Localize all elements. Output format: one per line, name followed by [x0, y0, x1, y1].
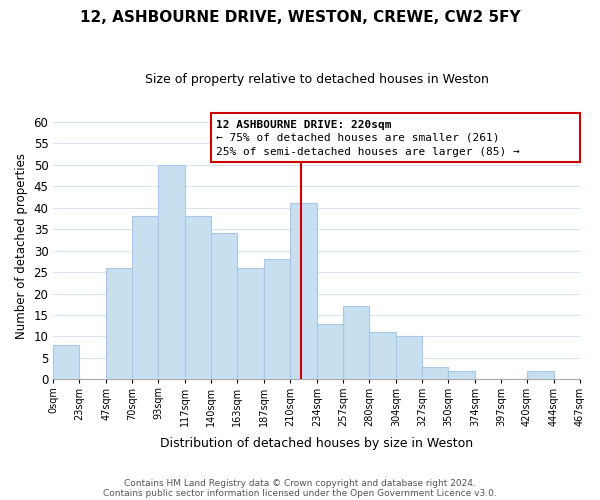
Bar [369, 332, 396, 380]
Title: Size of property relative to detached houses in Weston: Size of property relative to detached ho… [145, 72, 488, 86]
Y-axis label: Number of detached properties: Number of detached properties [15, 153, 28, 339]
Bar [422, 366, 448, 380]
Bar [343, 306, 369, 380]
Bar [106, 268, 132, 380]
Text: Contains HM Land Registry data © Crown copyright and database right 2024.: Contains HM Land Registry data © Crown c… [124, 478, 476, 488]
Bar [396, 336, 422, 380]
Text: 12 ASHBOURNE DRIVE: 220sqm: 12 ASHBOURNE DRIVE: 220sqm [216, 120, 391, 130]
Bar [211, 234, 237, 380]
Bar [237, 268, 264, 380]
X-axis label: Distribution of detached houses by size in Weston: Distribution of detached houses by size … [160, 437, 473, 450]
Bar [448, 371, 475, 380]
Bar [317, 324, 343, 380]
FancyBboxPatch shape [211, 113, 580, 162]
Bar [53, 345, 79, 380]
Bar [527, 371, 554, 380]
Text: ← 75% of detached houses are smaller (261): ← 75% of detached houses are smaller (26… [216, 132, 499, 142]
Bar [132, 216, 158, 380]
Bar [185, 216, 211, 380]
Bar [290, 204, 317, 380]
Bar [264, 259, 290, 380]
Bar [158, 164, 185, 380]
Text: 12, ASHBOURNE DRIVE, WESTON, CREWE, CW2 5FY: 12, ASHBOURNE DRIVE, WESTON, CREWE, CW2 … [80, 10, 520, 25]
Text: 25% of semi-detached houses are larger (85) →: 25% of semi-detached houses are larger (… [216, 146, 520, 156]
Text: Contains public sector information licensed under the Open Government Licence v3: Contains public sector information licen… [103, 488, 497, 498]
